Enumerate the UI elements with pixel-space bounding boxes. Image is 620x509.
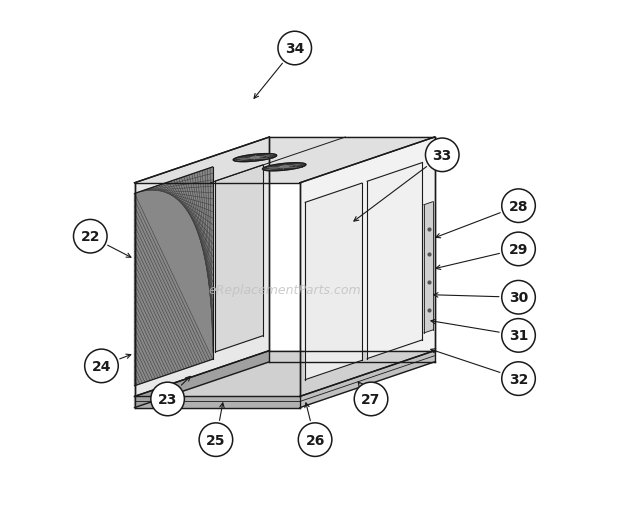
Polygon shape xyxy=(300,351,435,408)
Text: 26: 26 xyxy=(306,433,325,447)
Circle shape xyxy=(298,423,332,457)
Polygon shape xyxy=(268,164,301,171)
Text: 24: 24 xyxy=(92,359,111,373)
Circle shape xyxy=(85,349,118,383)
Polygon shape xyxy=(239,155,271,161)
Polygon shape xyxy=(135,138,269,397)
Polygon shape xyxy=(280,166,288,168)
Text: 23: 23 xyxy=(158,392,177,406)
Text: 25: 25 xyxy=(206,433,226,447)
Polygon shape xyxy=(135,167,213,386)
Text: 32: 32 xyxy=(509,372,528,386)
Polygon shape xyxy=(135,351,435,397)
Polygon shape xyxy=(367,163,422,359)
Circle shape xyxy=(502,233,535,266)
Text: 30: 30 xyxy=(509,291,528,304)
Text: 27: 27 xyxy=(361,392,381,406)
Polygon shape xyxy=(250,157,259,159)
Polygon shape xyxy=(424,202,433,333)
Polygon shape xyxy=(135,351,269,408)
Text: 33: 33 xyxy=(433,149,452,162)
Circle shape xyxy=(502,319,535,352)
Text: 22: 22 xyxy=(81,230,100,244)
Polygon shape xyxy=(244,156,266,160)
Circle shape xyxy=(502,362,535,395)
Circle shape xyxy=(151,382,184,416)
Circle shape xyxy=(502,189,535,223)
Text: 31: 31 xyxy=(509,329,528,343)
Polygon shape xyxy=(300,138,435,397)
Polygon shape xyxy=(305,184,362,380)
Polygon shape xyxy=(135,138,435,183)
Text: 28: 28 xyxy=(509,200,528,213)
Polygon shape xyxy=(262,163,306,172)
Polygon shape xyxy=(273,165,295,169)
Polygon shape xyxy=(233,154,277,162)
Circle shape xyxy=(74,220,107,253)
Polygon shape xyxy=(135,397,300,408)
Circle shape xyxy=(354,382,388,416)
Text: 29: 29 xyxy=(509,242,528,257)
Circle shape xyxy=(425,139,459,172)
Text: eReplacementParts.com: eReplacementParts.com xyxy=(208,284,361,297)
Circle shape xyxy=(199,423,232,457)
Polygon shape xyxy=(215,165,263,352)
Circle shape xyxy=(278,32,311,66)
Circle shape xyxy=(502,281,535,315)
Text: 34: 34 xyxy=(285,42,304,56)
